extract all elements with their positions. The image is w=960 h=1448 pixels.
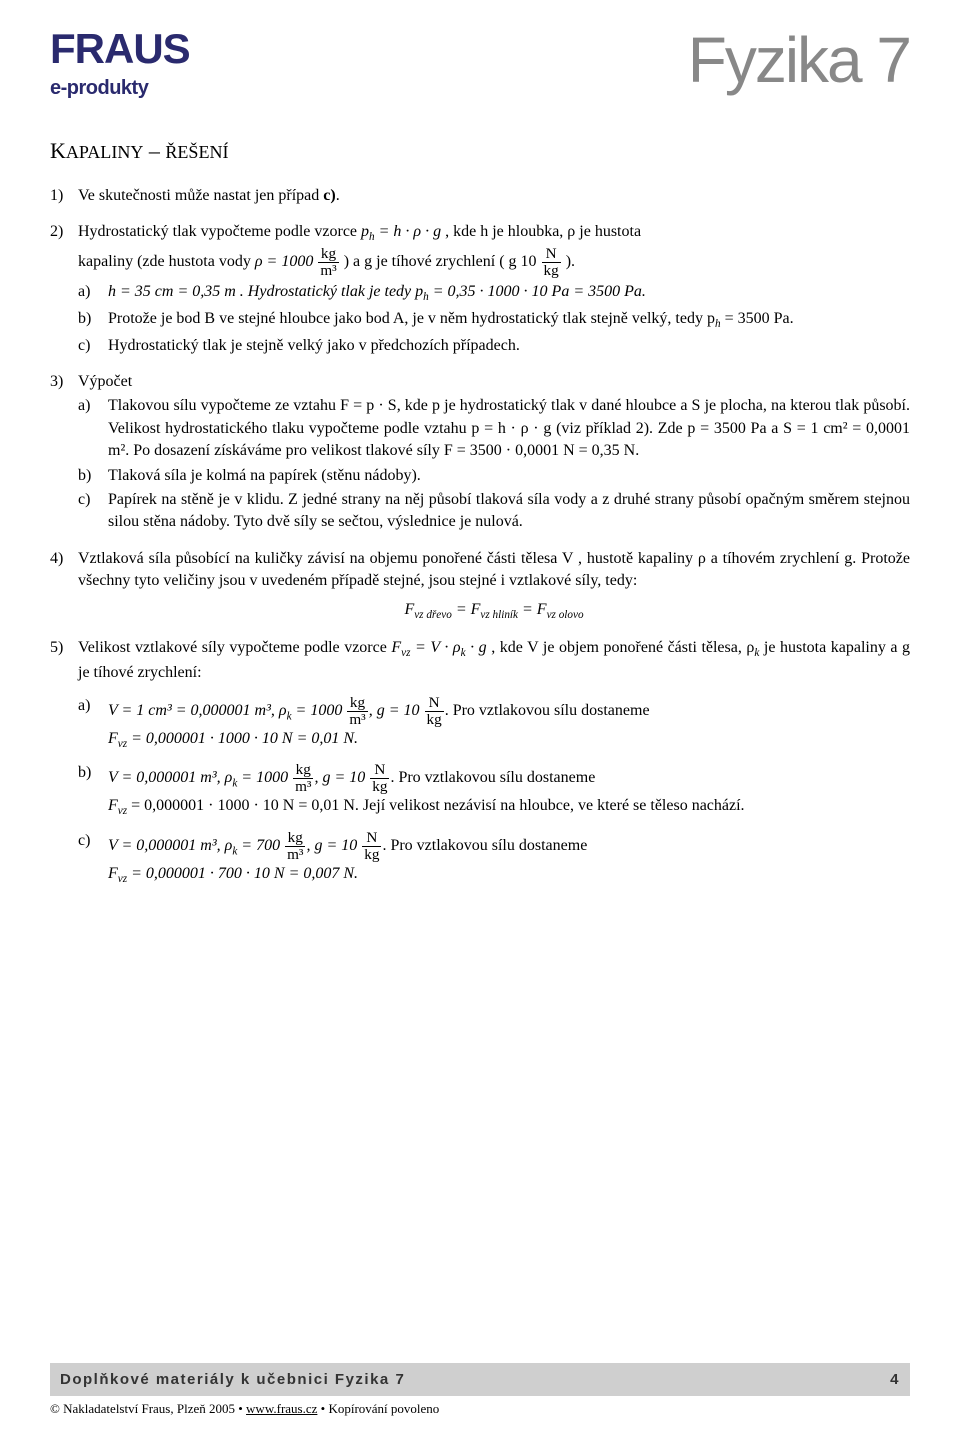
text-3c: Papírek na stěně je v klidu. Z jedné str… bbox=[108, 491, 910, 530]
publisher-logo: FRAUS e-produkty bbox=[50, 28, 190, 102]
text-5a-1: V = 1 cm³ = 0,000001 m³, ρ bbox=[108, 702, 287, 719]
problem-2-number: 2) bbox=[50, 221, 63, 243]
frac-kg-m3: kgm³ bbox=[318, 246, 338, 279]
text-5a-4: . Pro vztlakovou sílu dostaneme bbox=[445, 702, 650, 719]
copyright-text: © Nakladatelství Fraus, Plzeň 2005 • bbox=[50, 1401, 246, 1416]
problem-5c: c) V = 0,000001 m³, ρk = 700 kgm³, g = 1… bbox=[78, 830, 910, 888]
label-5c: c) bbox=[78, 830, 90, 852]
problem-3-number: 3) bbox=[50, 371, 63, 393]
text-5a-2: = 1000 bbox=[292, 702, 347, 719]
book-title-logo: Fyzika 7 bbox=[688, 28, 910, 92]
text-5b-2: = 1000 bbox=[237, 770, 292, 787]
label-5b: b) bbox=[78, 762, 91, 784]
frac-5b-2: Nkg bbox=[370, 762, 389, 795]
problem-2-intro-a: Hydrostatický tlak vypočteme podle vzorc… bbox=[78, 223, 361, 240]
frac-5a-1: kgm³ bbox=[347, 695, 367, 728]
text-5b-4: . Pro vztlakovou sílu dostaneme bbox=[390, 770, 595, 787]
subbrand-text: e-produkty bbox=[50, 74, 148, 102]
label-3c: c) bbox=[78, 489, 90, 511]
content-body: 1) Ve skutečnosti může nastat jen případ… bbox=[50, 185, 910, 888]
label-5a: a) bbox=[78, 695, 90, 717]
problem-2-intro-e: ). bbox=[566, 253, 575, 270]
text-5b-5: F bbox=[108, 797, 118, 814]
problem-2b: b) Protože je bod B ve stejné hloubce ja… bbox=[78, 308, 910, 333]
problem-3a: a) Tlakovou sílu vypočteme ze vztahu F =… bbox=[78, 395, 910, 462]
problem-5: 5) Velikost vztlakové síly vypočteme pod… bbox=[50, 637, 910, 888]
footer-bar-text: Doplňkové materiály k učebnici Fyzika 7 bbox=[60, 1369, 405, 1390]
publisher-link[interactable]: www.fraus.cz bbox=[246, 1401, 317, 1416]
problem-4: 4) Vztlaková síla působící na kuličky zá… bbox=[50, 548, 910, 624]
text-5a-6: = 0,000001 · 1000 · 10 N = 0,01 N. bbox=[127, 730, 358, 747]
label-2c: c) bbox=[78, 335, 90, 357]
text-2b-2: = 3500 Pa. bbox=[721, 310, 794, 327]
problem-4-number: 4) bbox=[50, 548, 63, 570]
frac-n-kg: Nkg bbox=[542, 246, 561, 279]
frac-5b-1: kgm³ bbox=[293, 762, 313, 795]
text-5c-6: = 0,000001 · 700 · 10 N = 0,007 N. bbox=[127, 865, 358, 882]
text-2c: Hydrostatický tlak je stejně velký jako … bbox=[108, 337, 520, 354]
footer-bar: Doplňkové materiály k učebnici Fyzika 7 … bbox=[50, 1363, 910, 1396]
ten: 10 bbox=[521, 253, 541, 270]
frac-5c-2: Nkg bbox=[362, 830, 381, 863]
text-5a-5: F bbox=[108, 730, 118, 747]
frac-5c-1: kgm³ bbox=[285, 830, 305, 863]
label-2a: a) bbox=[78, 281, 90, 303]
frac-5a-2: Nkg bbox=[425, 695, 444, 728]
text-5b-1: V = 0,000001 m³, ρ bbox=[108, 770, 232, 787]
ph-rhs: = h · ρ · g bbox=[375, 223, 441, 240]
footer-copyright: © Nakladatelství Fraus, Plzeň 2005 • www… bbox=[50, 1400, 910, 1418]
problem-3c: c) Papírek na stěně je v klidu. Z jedné … bbox=[78, 489, 910, 534]
text-5b-6: = 0,000001 · 1000 · 10 N = 0,01 N. Její … bbox=[127, 797, 744, 814]
problem-5a: a) V = 1 cm³ = 0,000001 m³, ρk = 1000 kg… bbox=[78, 695, 910, 753]
problem-2-intro-c: kapaliny (zde hustota vody bbox=[78, 253, 255, 270]
text-5c-3: , g = 10 bbox=[306, 837, 361, 854]
fvz-var: F bbox=[391, 639, 401, 656]
problem-1: 1) Ve skutečnosti může nastat jen případ… bbox=[50, 185, 910, 207]
brand-text: FRAUS bbox=[50, 28, 190, 70]
label-3b: b) bbox=[78, 465, 91, 487]
fvz-rhs: = V · ρ bbox=[410, 639, 460, 656]
text-3b: Tlaková síla je kolmá na papírek (stěnu … bbox=[108, 467, 421, 484]
problem-2a: a) h = 35 cm = 0,35 m . Hydrostatický tl… bbox=[78, 281, 910, 306]
text-5c-1: V = 0,000001 m³, ρ bbox=[108, 837, 232, 854]
text-5b-3: , g = 10 bbox=[314, 770, 369, 787]
problem-1-number: 1) bbox=[50, 185, 63, 207]
problem-2: 2) Hydrostatický tlak vypočteme podle vz… bbox=[50, 221, 910, 357]
label-3a: a) bbox=[78, 395, 90, 417]
problem-1-text: Ve skutečnosti může nastat jen případ c)… bbox=[78, 187, 340, 204]
page-number: 4 bbox=[890, 1369, 900, 1390]
text-3a: Tlakovou sílu vypočteme ze vztahu F = p … bbox=[108, 397, 910, 459]
section-title: KAPALINY – ŘEŠENÍ bbox=[50, 136, 910, 167]
label-2b: b) bbox=[78, 308, 91, 330]
rho-1000: ρ = 1000 bbox=[255, 253, 317, 270]
text-5c-5: F bbox=[108, 865, 118, 882]
problem-5b: b) V = 0,000001 m³, ρk = 1000 kgm³, g = … bbox=[78, 762, 910, 820]
page-footer: Doplňkové materiály k učebnici Fyzika 7 … bbox=[50, 1363, 910, 1418]
problem-5-number: 5) bbox=[50, 637, 63, 659]
problem-3-title: Výpočet bbox=[78, 373, 132, 390]
problem-4-text: Vztlaková síla působící na kuličky závis… bbox=[78, 550, 910, 589]
text-5a-3: , g = 10 bbox=[369, 702, 424, 719]
text-2a-1: h = 35 cm = 0,35 m . Hydrostatický tlak … bbox=[108, 283, 423, 300]
text-2a-2: = 0,35 · 1000 · 10 Pa = 3500 Pa. bbox=[429, 283, 646, 300]
problem-2-intro-b: , kde h je hloubka, ρ je hustota bbox=[445, 223, 641, 240]
problem-3: 3) Výpočet a) Tlakovou sílu vypočteme ze… bbox=[50, 371, 910, 534]
problem-3b: b) Tlaková síla je kolmá na papírek (stě… bbox=[78, 465, 910, 487]
problem-2-intro-d: ) a g je tíhové zrychlení ( g bbox=[344, 253, 521, 270]
problem-5-intro-b: , kde V je objem ponořené části tělesa, … bbox=[491, 639, 754, 656]
copyright-tail: • Kopírování povoleno bbox=[317, 1401, 439, 1416]
page-header: FRAUS e-produkty Fyzika 7 bbox=[50, 28, 910, 102]
problem-2c: c) Hydrostatický tlak je stejně velký ja… bbox=[78, 335, 910, 357]
text-2b-1: Protože je bod B ve stejné hloubce jako … bbox=[108, 310, 715, 327]
problem-5-intro-a: Velikost vztlakové síly vypočteme podle … bbox=[78, 639, 391, 656]
fvz-rhs2: · g bbox=[466, 639, 487, 656]
equation-4: Fvz dřevo = Fvz hliník = Fvz olovo bbox=[78, 599, 910, 624]
text-5c-4: . Pro vztlakovou sílu dostaneme bbox=[382, 837, 587, 854]
text-5c-2: = 700 bbox=[237, 837, 284, 854]
ph-var: p bbox=[361, 223, 369, 240]
